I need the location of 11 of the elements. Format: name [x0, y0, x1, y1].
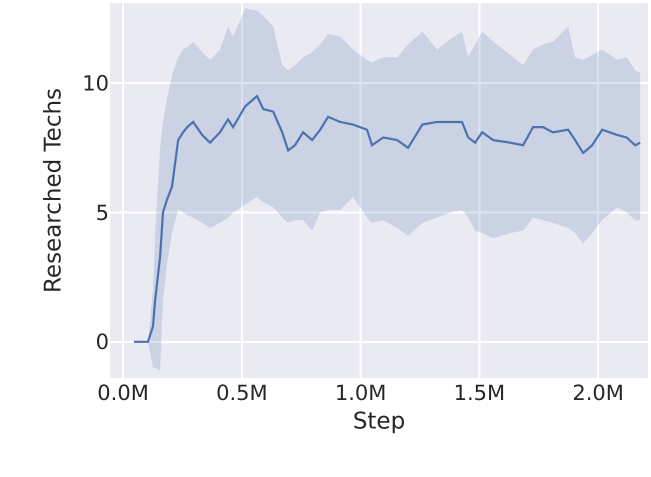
y-tick-label: 0: [96, 330, 109, 354]
x-tick-label: 1.0M: [334, 381, 386, 405]
y-axis-title: Researched Techs: [40, 88, 67, 294]
x-tick-label: 0.0M: [97, 381, 149, 405]
y-tick-label: 10: [82, 72, 109, 96]
x-axis-title: Step: [352, 408, 406, 435]
x-tick-label: 0.5M: [216, 381, 268, 405]
y-tick-label: 5: [96, 200, 109, 225]
x-tick-label: 1.5M: [454, 381, 506, 405]
line-series: [132, 95, 642, 343]
x-tick-label: 2.0M: [572, 381, 624, 405]
